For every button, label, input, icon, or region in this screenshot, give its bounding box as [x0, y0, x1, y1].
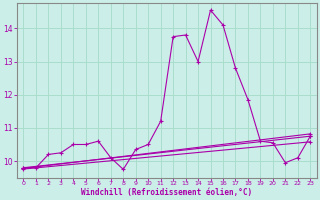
X-axis label: Windchill (Refroidissement éolien,°C): Windchill (Refroidissement éolien,°C)	[81, 188, 252, 197]
